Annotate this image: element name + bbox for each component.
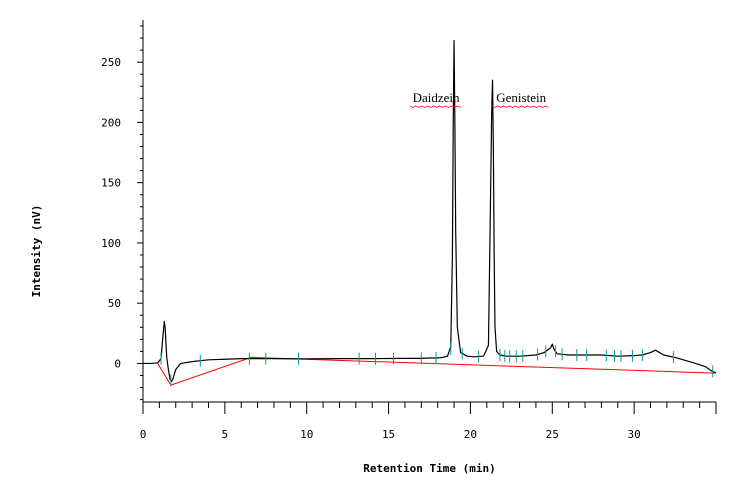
y-tick-label: 250 bbox=[101, 56, 121, 69]
x-tick-label: 30 bbox=[628, 428, 641, 441]
x-axis: 0 5 10 15 20 25 30 bbox=[140, 401, 717, 441]
y-axis: 0 50 100 150 200 250 bbox=[101, 20, 144, 402]
peak-marker-layer bbox=[160, 342, 714, 387]
spellcheck-underline bbox=[409, 105, 461, 108]
peak-label: Daidzein bbox=[413, 90, 460, 105]
y-tick-label: 150 bbox=[101, 177, 121, 190]
trace-layer bbox=[143, 39, 717, 383]
peak-label: Genistein bbox=[496, 90, 546, 105]
x-tick-label: 15 bbox=[382, 428, 395, 441]
y-axis-label: Intensity (nV) bbox=[30, 205, 43, 298]
x-tick-label: 10 bbox=[300, 428, 313, 441]
spellcheck-underline bbox=[491, 105, 549, 108]
x-tick-label: 25 bbox=[546, 428, 559, 441]
x-tick-label: 0 bbox=[140, 428, 147, 441]
x-tick-label: 20 bbox=[464, 428, 477, 441]
baseline-line bbox=[157, 356, 715, 386]
x-axis-label: Retention Time (min) bbox=[363, 462, 495, 475]
y-tick-label: 100 bbox=[101, 237, 121, 250]
annotation-layer: Daidzein Genistein bbox=[409, 90, 549, 108]
y-tick-label: 200 bbox=[101, 116, 121, 129]
baseline-layer bbox=[157, 356, 715, 386]
y-tick-label: 50 bbox=[108, 297, 121, 310]
x-tick-label: 5 bbox=[222, 428, 229, 441]
y-tick-label: 0 bbox=[114, 357, 121, 370]
chromatogram-trace bbox=[143, 39, 717, 383]
